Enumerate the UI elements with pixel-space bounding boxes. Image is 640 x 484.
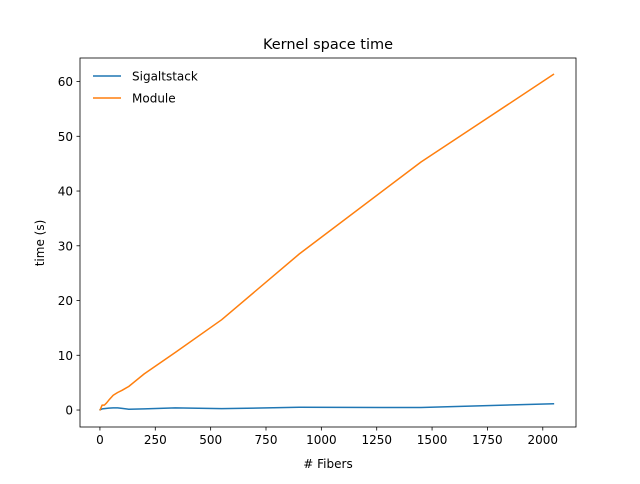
y-tick-label: 30 [58, 239, 73, 253]
y-tick-label: 40 [58, 185, 73, 199]
x-tick-label: 2000 [528, 433, 559, 447]
y-tick-label: 20 [58, 294, 73, 308]
plot-area: 0 250 500 750 1000 1250 1500 1750 2000 0 10 20 30 40 5… [58, 57, 577, 447]
y-tick-label: 10 [58, 349, 73, 363]
x-tick-label: 500 [199, 433, 222, 447]
x-tick-label: 750 [255, 433, 278, 447]
x-tick-label: 1250 [361, 433, 392, 447]
series-line-sigaltstack [99, 402, 555, 411]
y-tick-label: 0 [65, 404, 73, 418]
y-tick-label: 50 [58, 130, 73, 144]
x-tick-label: 250 [144, 433, 167, 447]
y-tick-label: 60 [58, 75, 73, 89]
x-tick-label: 1000 [306, 433, 337, 447]
x-tick-label: 1500 [417, 433, 448, 447]
legend-label-sigaltstack: Sigaltstack [132, 70, 198, 84]
y-axis-label: time (s) [33, 220, 47, 267]
x-axis-label: # Fibers [303, 457, 352, 471]
axes-frame [79, 57, 577, 428]
x-tick-label: 1750 [472, 433, 503, 447]
series-line-module [99, 73, 555, 411]
x-tick-label: 0 [96, 433, 104, 447]
legend: Sigaltstack Module [93, 70, 198, 106]
legend-label-module: Module [132, 92, 176, 106]
chart-title: Kernel space time [263, 37, 393, 53]
